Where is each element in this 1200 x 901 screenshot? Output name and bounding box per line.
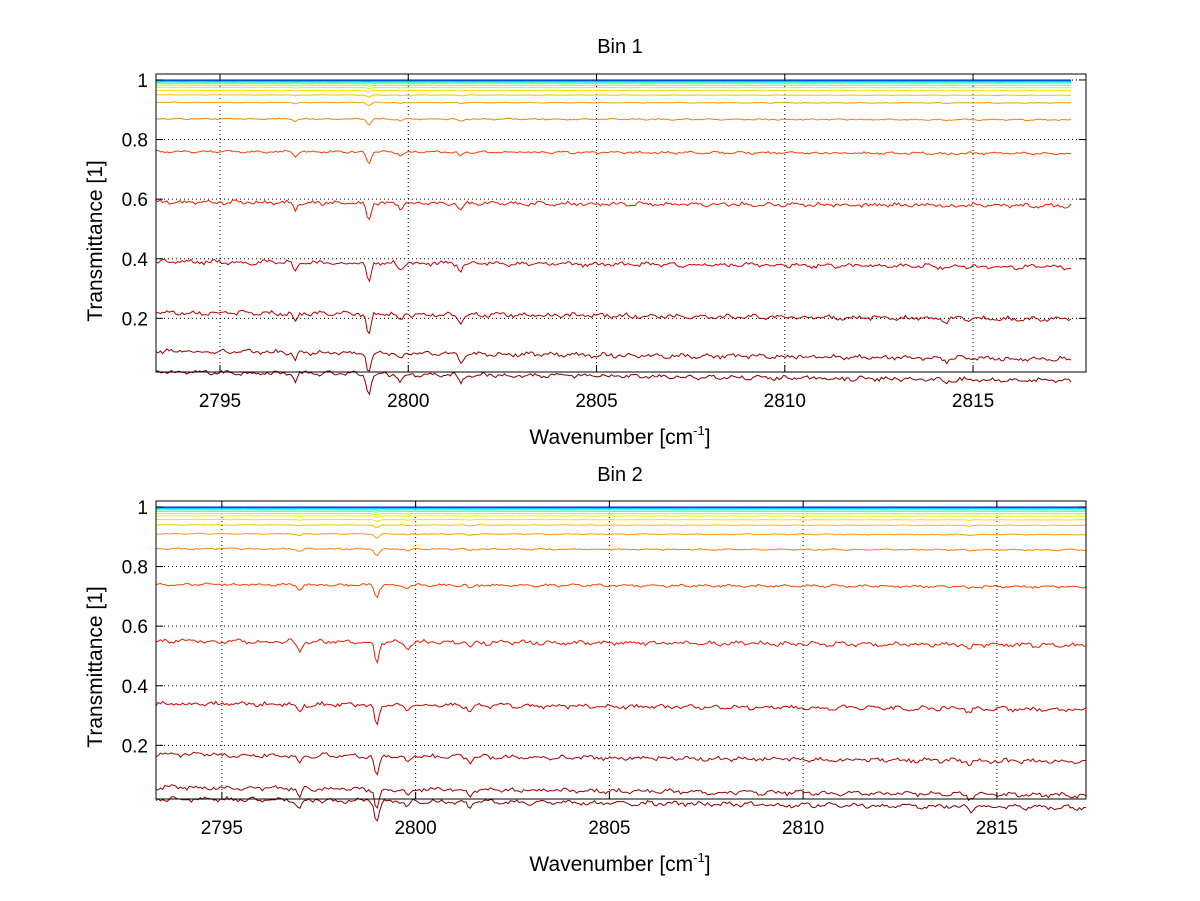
series-line [155,309,1072,335]
series-line [155,82,1071,85]
series-group [155,79,1072,396]
y-tick-label: 0.6 [122,190,148,211]
x-tick-label: 2810 [764,391,806,412]
x-tick-label: 2815 [976,818,1018,839]
x-tick-label: 2815 [952,391,994,412]
grid [156,501,1086,799]
series-line [155,700,1087,726]
ticks: 2795 2800 2805 2810 2815 0.2 0.4 0.6 0.8 1 [122,71,1086,412]
series-line [155,582,1087,599]
x-axis-label: Wavenumber [cm-1] [529,423,710,449]
grid [156,74,1086,372]
series-line [156,515,1087,518]
series-line [155,199,1072,221]
series-line [155,523,1087,529]
series-line [156,532,1087,539]
series-line [155,512,1086,516]
series-line [155,117,1072,126]
series-line [156,84,1071,87]
x-tick-label: 2805 [575,391,617,412]
y-tick-label: 0.4 [122,250,149,271]
y-tick-label: 1 [137,71,148,92]
series-line [155,348,1072,372]
series-line [156,86,1071,89]
series-line [156,510,1086,513]
y-axis-label: Transmittance [1] [84,586,107,747]
series-line [155,258,1072,283]
y-tick-label: 0.2 [122,309,148,330]
y-tick-label: 0.8 [122,558,148,579]
series-line [155,89,1071,93]
series-group [155,506,1087,822]
x-axis-label: Wavenumber [cm-1] [529,850,710,876]
series-line [155,101,1072,106]
plot-area [155,500,1087,800]
series-line [155,795,1087,822]
x-tick-label: 2810 [782,818,824,839]
x-tick-label: 2800 [387,391,429,412]
series-line [156,509,1086,511]
y-tick-label: 0.8 [122,131,148,152]
ticks: 2795 2800 2805 2810 2815 0.2 0.4 0.6 0.8 1 [122,498,1086,839]
series-line [155,369,1072,396]
y-axis-label: Transmittance [1] [84,160,107,321]
x-tick-label: 2795 [199,391,241,412]
series-line [155,547,1087,557]
x-tick-label: 2800 [394,818,436,839]
y-tick-label: 0.2 [122,736,148,757]
series-line [155,94,1071,98]
x-tick-label: 2805 [588,818,630,839]
subplot-bin-2: Bin 2 2795 2800 2805 2810 28150.20.40.60.81 … [84,464,1087,876]
chart-title: Bin 2 [597,464,643,486]
series-line [155,751,1087,776]
subplot-bin-1: Bin 1 2795 2800 2805 2810 28150.20.40.60.81 … [84,36,1087,449]
plot-area [155,73,1087,373]
series-line [156,149,1071,165]
y-tick-label: 0.6 [122,617,148,638]
series-line [155,638,1087,664]
series-line [155,784,1087,809]
y-tick-label: 0.4 [122,677,149,698]
x-tick-label: 2795 [201,818,243,839]
y-tick-label: 1 [137,498,148,519]
chart-title: Bin 1 [597,36,643,58]
series-line [155,518,1087,523]
